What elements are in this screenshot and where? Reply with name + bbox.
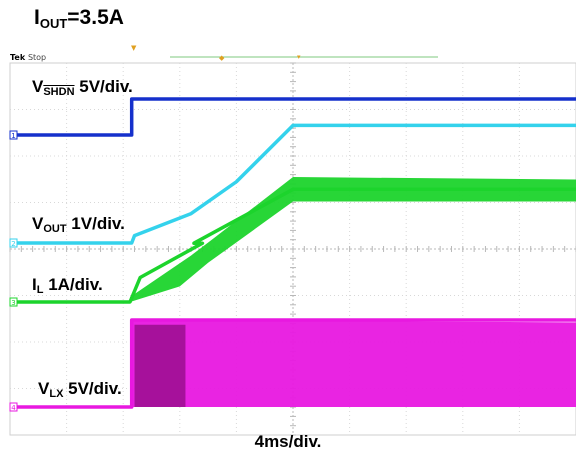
series-label-il: IL 1A/div. — [32, 275, 103, 296]
series-label-vout: VOUT 1V/div. — [32, 214, 125, 235]
series-overlay-vlx — [134, 324, 186, 407]
series-label-vlx: VLX 5V/div. — [38, 379, 122, 400]
x-axis-label: 4ms/div. — [254, 432, 322, 451]
channel-marker-vout — [9, 238, 18, 248]
series-line-il — [10, 187, 576, 304]
center-marker-icon: ▾ — [297, 53, 301, 61]
series-label-shdn: VSHDN 5V/div. — [32, 77, 133, 98]
channel-number-il: 3 — [11, 299, 15, 307]
channel-number-vlx: 4 — [11, 404, 16, 412]
series-line-vout — [10, 123, 576, 245]
series-band-vlx — [131, 320, 576, 407]
trigger-marker-icon: ▼ — [131, 44, 137, 52]
channel-marker-shdn — [9, 130, 18, 140]
scope-status: Tek Stop — [10, 53, 47, 62]
chart-title: IOUT=3.5A — [34, 6, 124, 31]
series-line-shdn — [10, 97, 576, 137]
horizontal-position-icon: ◆ — [219, 54, 225, 62]
channel-marker-il — [9, 297, 18, 307]
channel-number-shdn: 1 — [11, 132, 15, 140]
series-line-vlx — [10, 318, 576, 409]
channel-marker-vlx — [9, 402, 18, 412]
series-band-il — [129, 177, 576, 302]
channel-number-vout: 2 — [11, 240, 15, 248]
